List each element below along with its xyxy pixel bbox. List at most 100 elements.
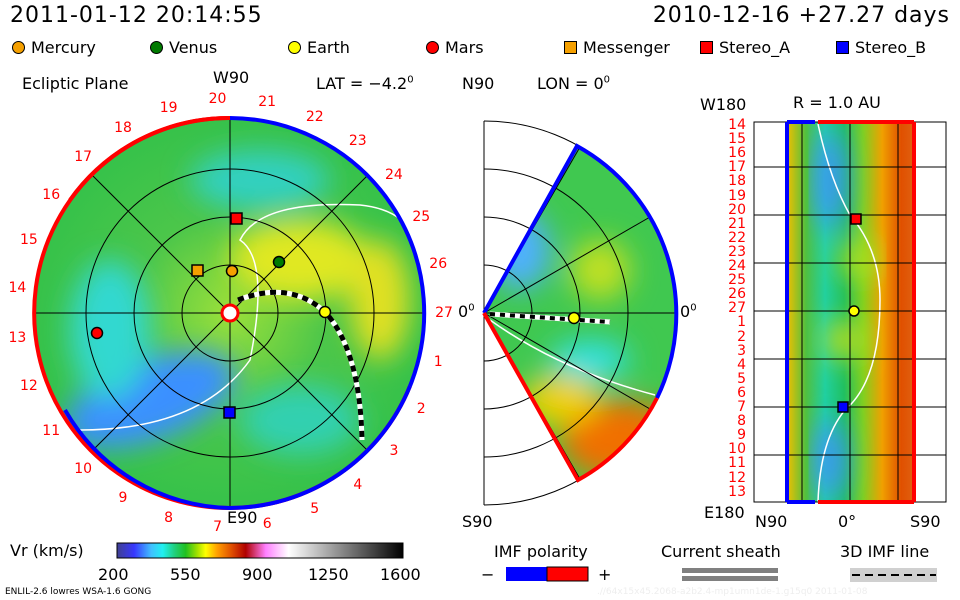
day-label: 16: [42, 187, 61, 204]
mars-marker: [90, 326, 104, 340]
zero-radial-label: 0°: [838, 512, 857, 531]
messenger-icon: [564, 41, 577, 54]
mercury-marker: [225, 264, 239, 278]
row-label: 7: [737, 399, 746, 415]
row-label: 15: [728, 131, 746, 148]
earth-marker: [318, 305, 332, 319]
n90-label: N90: [462, 74, 495, 93]
row-label: 8: [737, 413, 746, 430]
model-info: ENLIL-2.6 lowres WSA-1.6 GONG: [5, 587, 152, 597]
row-label: 24: [728, 258, 746, 274]
imf-plus: +: [598, 565, 612, 584]
legend-item-stereo_b: Stereo_B: [836, 38, 926, 57]
day-label: 8: [164, 510, 174, 526]
w180-label: W180: [700, 95, 747, 114]
row-label: 5: [737, 370, 746, 387]
meridional-zero-label: 00: [680, 302, 697, 321]
day-label: 19: [159, 99, 178, 116]
row-label: 22: [728, 229, 746, 246]
legend-item-mars: Mars: [426, 38, 484, 57]
imf-positive-swatch: [546, 566, 589, 582]
stereo_a-icon: [700, 41, 713, 54]
timestamp: 2011-01-12 20:14:55: [10, 3, 263, 28]
imf-negative-swatch: [506, 567, 547, 581]
legend-item-venus: Venus: [150, 38, 217, 57]
row-label: 18: [728, 173, 746, 190]
day-label: 14: [8, 280, 27, 297]
row-label: 2: [737, 328, 746, 345]
row-label: 11: [728, 455, 746, 472]
colorbar-tick: 900: [242, 565, 273, 584]
day-label: 13: [8, 329, 27, 346]
colorbar-tick: 1600: [380, 565, 421, 584]
stereo-b-marker-radial: [837, 401, 849, 413]
row-label: 17: [728, 159, 746, 176]
legend-item-earth: Earth: [288, 38, 350, 57]
day-label: 7: [213, 518, 223, 535]
day-label: 5: [310, 501, 320, 518]
row-label: 14: [728, 117, 746, 133]
lon-label: LON = 00: [537, 74, 611, 93]
day-label: 21: [258, 94, 277, 111]
day-label: 9: [118, 490, 128, 507]
row-label: 25: [728, 272, 746, 289]
day-label: 12: [19, 378, 38, 395]
row-label: 10: [728, 441, 746, 458]
zero-deg-label: 00: [458, 302, 475, 321]
legend-label: Mars: [445, 38, 484, 57]
legend-label: Stereo_B: [855, 38, 927, 57]
radius-label: R = 1.0 AU: [793, 93, 881, 112]
w90-label: W90: [213, 68, 250, 87]
legend-label: Stereo_A: [719, 38, 791, 57]
s90-radial-label: S90: [910, 512, 941, 531]
current-sheath-line: [682, 568, 778, 573]
imf-polarity-title: IMF polarity: [494, 542, 588, 561]
day-label: 6: [262, 515, 272, 532]
radial-plot: [753, 120, 947, 504]
e90-label: E90: [227, 508, 258, 527]
velocity-colorbar: [116, 542, 404, 559]
n90-radial-label: N90: [755, 512, 788, 531]
legend-label: Mercury: [31, 38, 96, 57]
stereo-a-marker: [230, 212, 243, 225]
day-label: 20: [208, 91, 227, 108]
day-label: 24: [385, 167, 403, 184]
mars-icon: [426, 41, 439, 54]
colorbar-label: Vr (km/s): [10, 541, 84, 560]
lat-label: LAT = −4.20: [316, 74, 414, 93]
day-label: 1: [433, 354, 443, 371]
legend-label: Messenger: [583, 38, 670, 57]
colorbar-tick: 550: [170, 565, 201, 584]
run-info: .//64x15x45.2068-a2b2.4-mp1umn1de-1.g15q…: [597, 587, 868, 597]
row-label: 20: [728, 201, 746, 218]
ecliptic-title: Ecliptic Plane: [22, 74, 129, 93]
colorbar-tick: 200: [98, 565, 129, 584]
day-label: 4: [353, 476, 363, 493]
day-label: 11: [42, 422, 61, 439]
legend-label: Earth: [307, 38, 350, 57]
day-label: 3: [389, 442, 399, 459]
row-label: 26: [728, 286, 746, 303]
e180-label: E180: [704, 503, 745, 522]
row-label: 6: [737, 384, 746, 401]
stereo_b-icon: [836, 41, 849, 54]
imf-minus: −: [481, 565, 495, 584]
day-label: 18: [114, 119, 132, 136]
row-label: 3: [737, 342, 746, 359]
row-label: 1: [737, 314, 746, 331]
mercury-icon: [12, 41, 25, 54]
row-label: 13: [728, 483, 746, 500]
legend-item-mercury: Mercury: [12, 38, 96, 57]
s90-label: S90: [462, 512, 493, 531]
day-label: 23: [348, 133, 367, 150]
colorbar-tick: 1250: [308, 565, 349, 584]
row-label: 21: [728, 215, 746, 232]
imf-line-title: 3D IMF line: [840, 542, 930, 561]
day-label: 10: [74, 460, 93, 477]
day-label: 2: [416, 401, 426, 418]
row-label: 27: [728, 300, 746, 317]
day-label: 26: [429, 255, 448, 272]
row-label: 4: [737, 356, 746, 373]
day-label: 17: [74, 149, 93, 166]
